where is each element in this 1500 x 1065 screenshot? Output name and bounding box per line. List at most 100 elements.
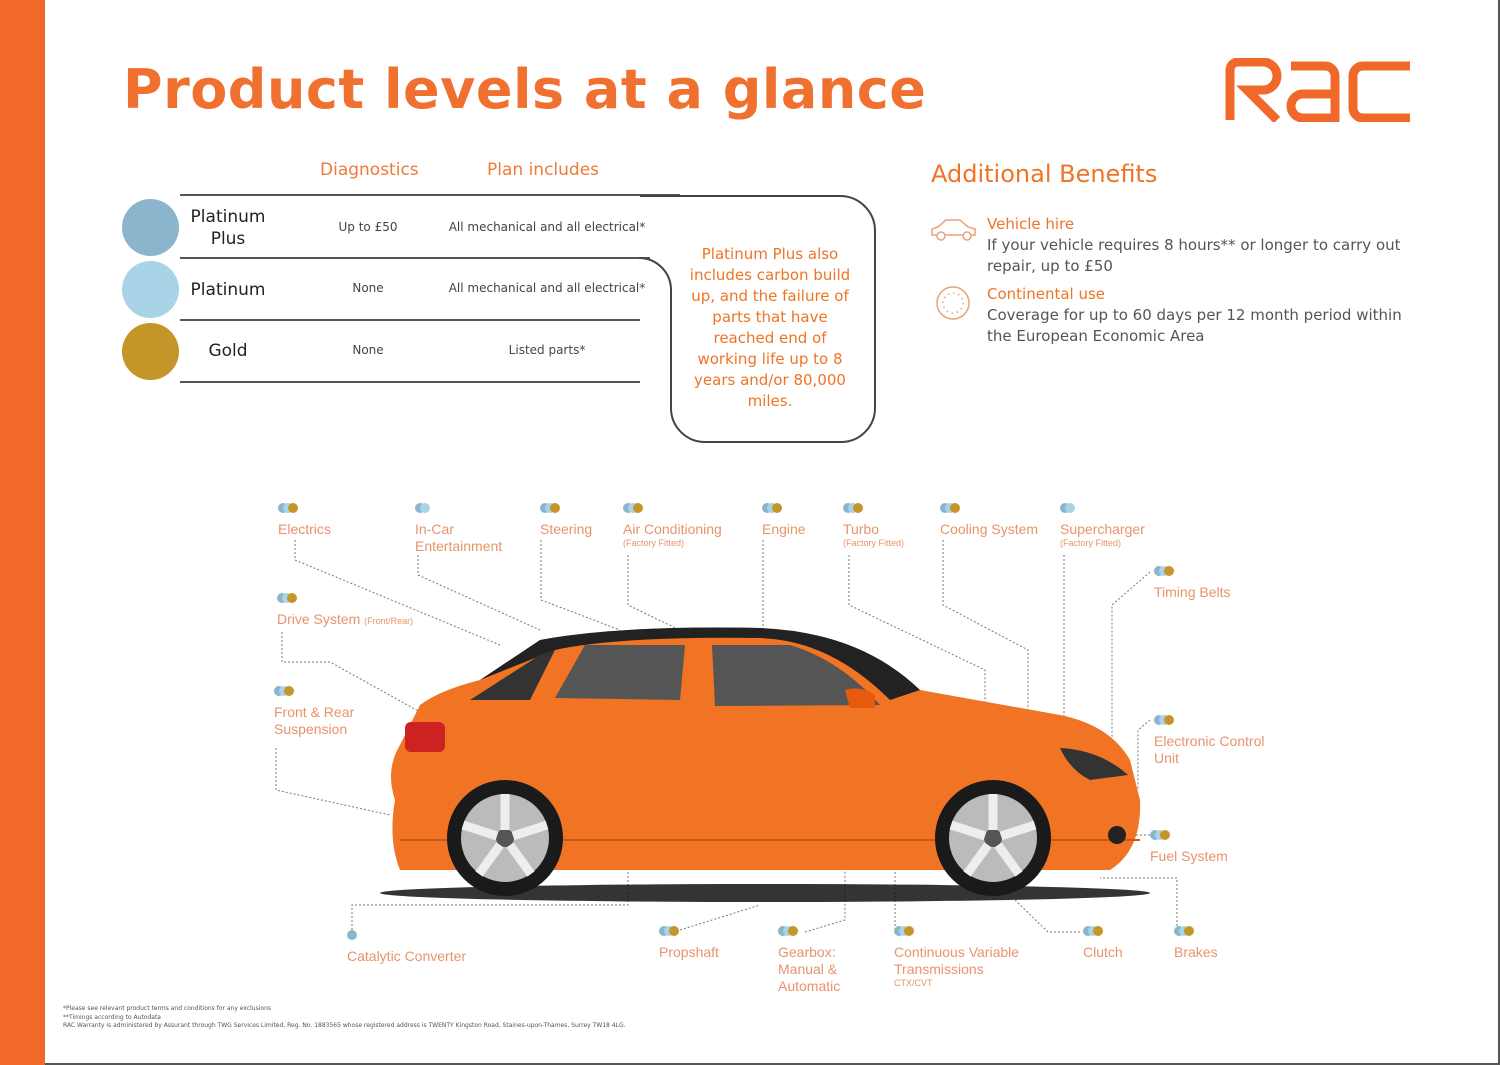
part-label: Gearbox: Manual & Automatic [778,926,858,995]
part-label: Catalytic Converter [347,930,466,965]
part-label: Supercharger (Factory Fitted) [1060,503,1145,549]
g-tier-dot [772,503,782,513]
tier-dots [894,926,1034,938]
part-label: Electronic Control Unit [1154,715,1284,767]
eu-stars-icon [936,286,970,320]
g-tier-dot [904,926,914,936]
part-label: Electrics [278,503,331,538]
part-label: Steering [540,503,592,538]
footnote: RAC Warranty is administered by Assurant… [63,1022,626,1029]
divider [180,257,650,259]
part-name: Propshaft [659,944,719,960]
g-tier-dot [950,503,960,513]
part-label: Engine [762,503,806,538]
divider [180,381,640,383]
part-label: Front & Rear Suspension [274,686,374,738]
tier-dots [843,503,904,515]
part-name: Drive System [277,611,361,627]
platinum-plus-dot [122,199,179,256]
p-tier-dot [1065,503,1075,513]
g-tier-dot [633,503,643,513]
g-tier-dot [669,926,679,936]
divider [180,319,640,321]
part-label: Cooling System [940,503,1038,538]
brand-band [0,0,45,1065]
part-name: Cooling System [940,521,1039,537]
car-icon [931,219,976,241]
divider [180,194,680,196]
tier-dots [940,503,1038,515]
benefit-heading: Continental use [987,285,1106,303]
page-title: Product levels at a glance [123,58,927,121]
tier-dots [1174,926,1218,938]
platinum-plus-note: Platinum Plus also includes carbon build… [689,245,851,410]
part-name: Gearbox: Manual & Automatic [778,944,841,994]
diagnostics-cell: None [352,281,384,295]
p-tier-dot [420,503,430,513]
tier-dots [1154,566,1231,578]
pp-tier-dot [347,930,357,940]
part-name: In-Car Entertainment [415,521,503,554]
tier-dots [415,503,535,515]
part-label: Fuel System [1150,830,1228,865]
page-frame [45,0,1500,1065]
tier-dots [274,686,374,698]
part-note: (Factory Fitted) [623,538,685,548]
g-tier-dot [287,593,297,603]
part-name: Fuel System [1150,848,1228,864]
tier-dots [762,503,806,515]
benefit-text: Coverage for up to 60 days per 12 month … [987,306,1402,345]
tier-dots [1060,503,1145,515]
diagnostics-cell: None [352,343,384,357]
tier-dots [659,926,719,938]
tier-dots [623,503,722,515]
tier-dots [278,503,331,515]
tier-dots [778,926,858,938]
part-note: (Factory Fitted) [843,538,905,548]
part-note: (Front/Rear) [364,616,414,626]
part-name: Front & Rear Suspension [274,704,355,737]
part-label: Continuous Variable Transmissions CTX/CVT [894,926,1034,989]
footnotes: *Please see relevant product terms and c… [63,1005,626,1031]
tier-dots [1150,830,1228,842]
rac-logo [1225,58,1410,122]
tier-dots [540,503,592,515]
part-note: CTX/CVT [894,978,933,988]
plan-cell: All mechanical and all electrical* [448,281,646,295]
tier-dots [347,930,466,942]
g-tier-dot [284,686,294,696]
g-tier-dot [1093,926,1103,936]
part-name: Clutch [1083,944,1123,960]
g-tier-dot [788,926,798,936]
g-tier-dot [1184,926,1194,936]
tier-dots [277,593,413,605]
g-tier-dot [288,503,298,513]
part-label: Brakes [1174,926,1218,961]
footnote: *Please see relevant product terms and c… [63,1005,271,1012]
tier-dots [1154,715,1284,727]
platinum-dot [122,261,179,318]
part-name: Turbo [843,521,880,537]
tier-name: Platinum [190,280,266,300]
g-tier-dot [1160,830,1170,840]
tier-name: Gold [208,341,248,361]
benefit-text: If your vehicle requires 8 hours** or lo… [987,236,1401,275]
part-label: Air Conditioning (Factory Fitted) [623,503,722,549]
tier-dots [1083,926,1123,938]
part-name: Engine [762,521,806,537]
part-name: Electronic Control Unit [1154,733,1265,766]
plan-header: Plan includes [487,160,600,180]
g-tier-dot [1164,566,1174,576]
part-label: Propshaft [659,926,719,961]
plan-cell: Listed parts* [508,343,586,357]
benefit-heading: Vehicle hire [987,215,1075,233]
part-name: Steering [540,521,593,537]
part-name: Catalytic Converter [347,948,467,964]
part-name: Continuous Variable Transmissions [894,944,1020,977]
footnote: **Timings according to Autodata [63,1013,161,1021]
additional-benefits-title: Additional Benefits [931,160,1158,188]
g-tier-dot [550,503,560,513]
part-label: Timing Belts [1154,566,1231,601]
part-note: (Factory Fitted) [1060,538,1122,548]
part-name: Brakes [1174,944,1218,960]
